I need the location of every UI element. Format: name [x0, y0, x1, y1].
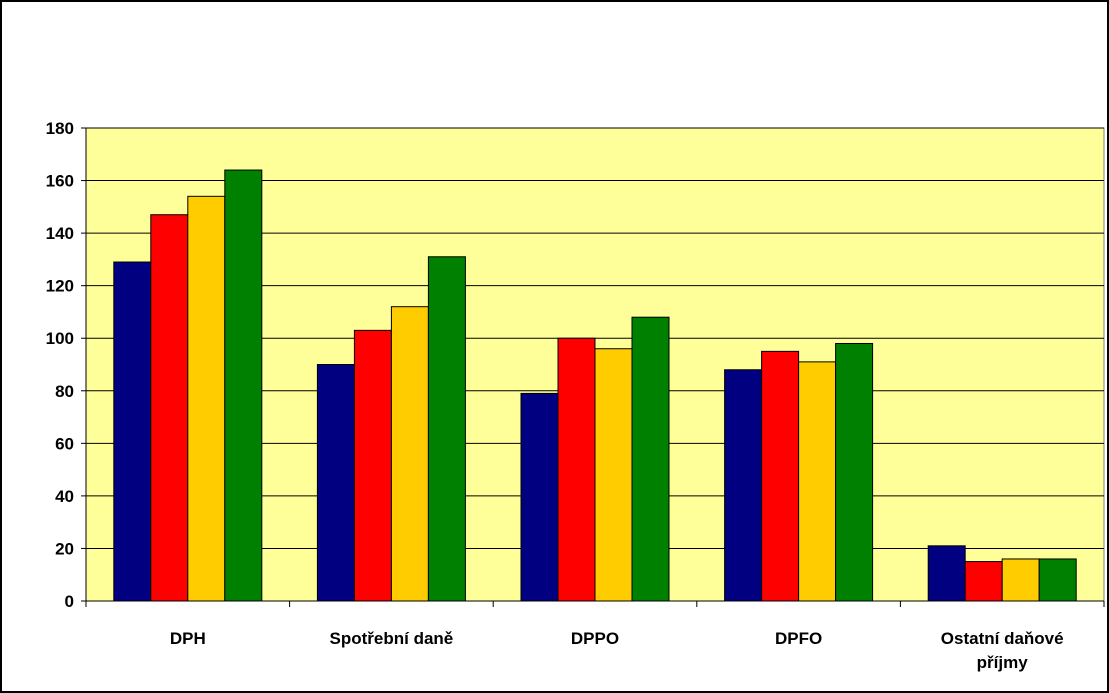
x-tick-label: Spotřební daně — [330, 629, 454, 648]
bar — [1038, 558, 1077, 602]
bar — [1001, 558, 1040, 602]
y-tick-label: 60 — [55, 434, 74, 453]
x-tick-label: Ostatní daňové — [941, 629, 1064, 648]
bar — [224, 169, 263, 602]
y-tick-label: 100 — [46, 329, 74, 348]
bar — [798, 361, 837, 602]
y-tick-label: 20 — [55, 539, 74, 558]
bar — [353, 329, 392, 602]
x-tick-label: příjmy — [977, 653, 1029, 672]
y-tick-label: 160 — [46, 172, 74, 191]
x-tick-label: DPH — [170, 629, 206, 648]
y-tick-label: 180 — [46, 119, 74, 138]
bar — [835, 342, 874, 602]
y-tick-label: 120 — [46, 277, 74, 296]
y-tick-label: 140 — [46, 224, 74, 243]
y-tick-label: 0 — [65, 592, 74, 611]
bar — [964, 561, 1003, 602]
y-tick-label: 80 — [55, 382, 74, 401]
bar — [557, 337, 596, 602]
bar — [594, 348, 633, 602]
bar — [113, 261, 152, 602]
bar — [631, 316, 670, 602]
bar — [724, 369, 763, 602]
x-tick-label: DPFO — [775, 629, 822, 648]
bar — [187, 195, 226, 602]
bar — [390, 306, 429, 602]
x-tick-label: DPPO — [571, 629, 619, 648]
bar — [427, 256, 466, 602]
bar — [927, 545, 966, 602]
bar — [316, 364, 355, 602]
bar — [761, 350, 800, 602]
bar — [150, 214, 189, 602]
y-tick-label: 40 — [55, 487, 74, 506]
bar — [520, 392, 559, 602]
